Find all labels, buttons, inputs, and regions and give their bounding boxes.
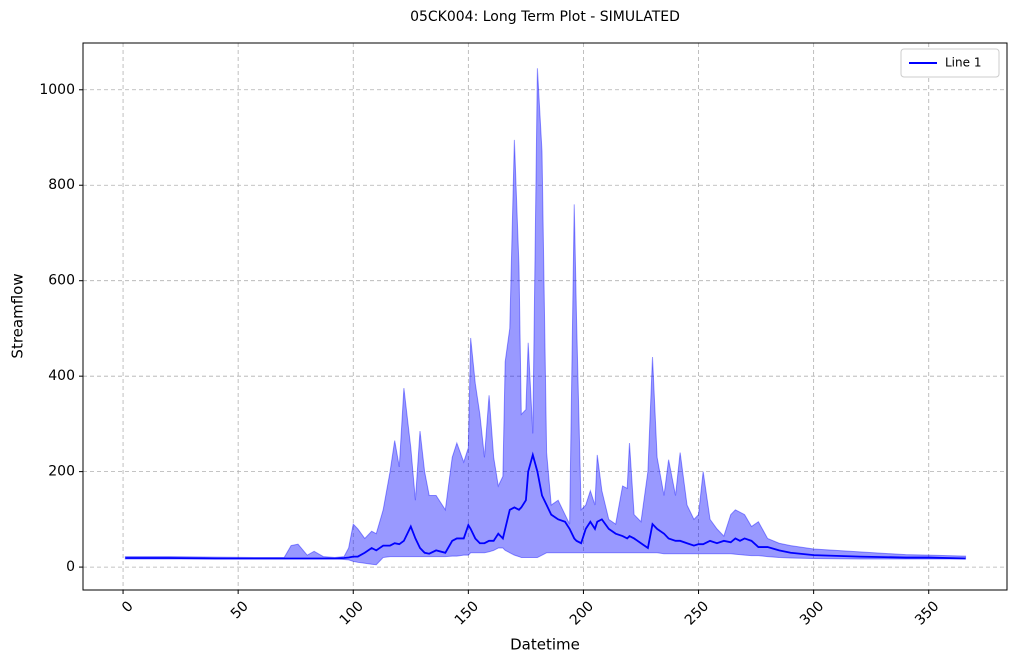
x-tick-label: 150 — [452, 598, 482, 628]
y-tick-label: 400 — [48, 368, 75, 384]
legend-box — [900, 48, 1000, 78]
x-tick-label: 0 — [119, 598, 137, 616]
x-tick-label: 100 — [337, 598, 367, 628]
x-tick-label: 250 — [682, 598, 712, 628]
y-axis-label: Streamflow — [9, 273, 27, 358]
line — [125, 451, 966, 560]
y-tick-label: 1000 — [39, 82, 75, 98]
x-tick-label: 350 — [912, 598, 942, 628]
chart-title: 05CK004: Long Term Plot - SIMULATED — [410, 9, 680, 25]
range-band — [124, 68, 967, 566]
y-tick-label: 0 — [66, 559, 75, 575]
y-tick-label: 800 — [48, 177, 75, 193]
plot-frame — [82, 42, 1008, 591]
y-tick-label: 600 — [48, 273, 75, 289]
x-axis-label: Datetime — [510, 636, 580, 654]
x-tick-label: 200 — [567, 598, 597, 628]
x-tick-label: 300 — [797, 598, 827, 628]
x-tick-label: 50 — [228, 598, 252, 622]
legend-label: Line 1 — [945, 56, 981, 70]
y-tick-label: 200 — [48, 464, 75, 480]
